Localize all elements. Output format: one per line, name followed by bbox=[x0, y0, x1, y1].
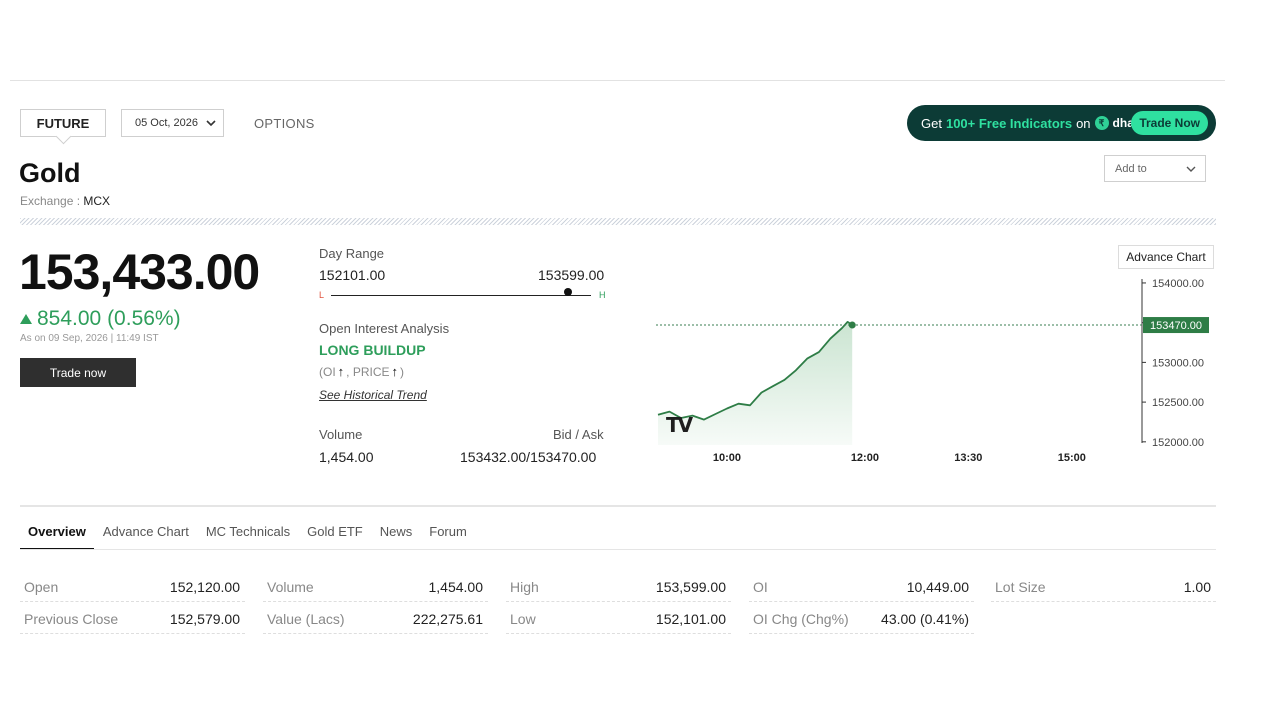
chevron-down-icon bbox=[1186, 166, 1196, 172]
day-range-high-marker: H bbox=[599, 290, 606, 300]
hatched-divider bbox=[20, 218, 1216, 225]
dhan-logo-icon: ₹ bbox=[1094, 116, 1109, 130]
up-triangle-icon bbox=[20, 314, 32, 324]
overview-value: 1.00 bbox=[1183, 579, 1211, 595]
last-price-dot bbox=[848, 321, 856, 329]
overview-label: High bbox=[510, 579, 539, 595]
tab-forum[interactable]: Forum bbox=[429, 524, 467, 539]
price-line bbox=[657, 321, 853, 421]
day-range-low-marker: L bbox=[319, 290, 325, 300]
y-tick-label: 152000.00 bbox=[1152, 437, 1204, 449]
overview-label: Open bbox=[24, 579, 59, 595]
exchange-label: Exchange : bbox=[20, 194, 81, 208]
expiry-date-select[interactable]: 05 Oct, 2026 bbox=[121, 109, 224, 137]
price-area bbox=[658, 321, 853, 445]
overview-label: Volume bbox=[267, 579, 314, 595]
volume-label: Volume bbox=[319, 427, 363, 442]
trade-now-button[interactable]: Trade now bbox=[20, 358, 136, 387]
last-price: 153,433.00 bbox=[19, 244, 260, 300]
tabs-top-divider bbox=[20, 505, 1216, 507]
x-tick-label: 13:30 bbox=[954, 452, 982, 464]
day-range-low: 152101.00 bbox=[319, 267, 386, 283]
tab-news[interactable]: News bbox=[379, 524, 413, 539]
as-of-timestamp: As on 09 Sep, 2026 | 11:49 IST bbox=[20, 333, 159, 344]
advance-chart-button[interactable]: Advance Chart bbox=[1118, 245, 1214, 269]
overview-value: 1,454.00 bbox=[428, 579, 484, 595]
overview-value: 153,599.00 bbox=[655, 579, 726, 595]
oi-detail-suffix: ) bbox=[400, 364, 405, 379]
day-range-high: 153599.00 bbox=[538, 267, 605, 283]
volume-value: 1,454.00 bbox=[319, 449, 374, 465]
last-price-tag-label: 153470.00 bbox=[1150, 320, 1202, 332]
x-tick-label: 10:00 bbox=[713, 452, 741, 464]
overview-label: Low bbox=[510, 611, 536, 627]
overview-value: 43.00 (0.41%) bbox=[881, 611, 969, 627]
x-tick-label: 15:00 bbox=[1058, 452, 1086, 464]
overview-label: OI Chg (Chg%) bbox=[753, 611, 849, 627]
arrow-up-icon: ↑ bbox=[337, 364, 345, 379]
overview-label: OI bbox=[753, 579, 768, 595]
tradingview-logo-icon: TV bbox=[666, 413, 694, 437]
y-tick-label: 153000.00 bbox=[1152, 357, 1204, 369]
overview-lot-size: Lot Size 1.00 bbox=[991, 570, 1216, 602]
price-change: 854.00 (0.56%) bbox=[20, 307, 181, 331]
overview-low: Low 152,101.00 bbox=[506, 602, 731, 634]
overview-value: 10,449.00 bbox=[906, 579, 969, 595]
chevron-down-icon bbox=[206, 120, 216, 127]
overview-value: 222,275.61 bbox=[412, 611, 483, 627]
oi-analysis-label: Open Interest Analysis bbox=[319, 321, 450, 336]
tab-mc-technicals[interactable]: MC Technicals bbox=[205, 524, 291, 539]
overview-label: Value (Lacs) bbox=[267, 611, 345, 627]
x-tick-label: 12:00 bbox=[851, 452, 879, 464]
tab-gold-etf[interactable]: Gold ETF bbox=[307, 524, 363, 539]
overview-label: Lot Size bbox=[995, 579, 1046, 595]
promo-prefix: Get bbox=[921, 115, 942, 131]
overview-high: High 153,599.00 bbox=[506, 570, 731, 602]
overview-label: Previous Close bbox=[24, 611, 119, 627]
day-range-track bbox=[331, 295, 591, 296]
overview-open: Open 152,120.00 bbox=[20, 570, 245, 602]
top-divider bbox=[10, 80, 1225, 81]
overview-value: 152,101.00 bbox=[655, 611, 726, 627]
y-tick-label: 154000.00 bbox=[1152, 278, 1204, 290]
instrument-title: Gold bbox=[19, 158, 81, 188]
bid-ask-value: 153432.00/153470.00 bbox=[460, 449, 597, 465]
day-range-label: Day Range bbox=[319, 246, 385, 261]
historical-trend-link[interactable]: See Historical Trend bbox=[319, 388, 427, 402]
promo-highlight: 100+ Free Indicators bbox=[945, 115, 1073, 131]
tab-advance-chart[interactable]: Advance Chart bbox=[102, 524, 189, 539]
oi-detail-prefix: (OI bbox=[319, 364, 336, 379]
oi-signal: LONG BUILDUP bbox=[319, 342, 426, 358]
day-range-marker bbox=[563, 288, 572, 296]
promo-banner[interactable]: Get 100+ Free Indicators on ₹ dhan Trade… bbox=[907, 105, 1216, 141]
arrow-up-icon: ↑ bbox=[391, 364, 399, 379]
price-change-value: 854.00 (0.56%) bbox=[37, 307, 181, 330]
overview-volume: Volume 1,454.00 bbox=[263, 570, 488, 602]
intraday-price-chart: 154000.00153500.00153000.00152500.001520… bbox=[656, 278, 1209, 464]
tab-future[interactable]: FUTURE bbox=[20, 109, 106, 137]
promo-trade-now-button[interactable]: Trade Now bbox=[1131, 111, 1208, 135]
y-tick-label: 152500.00 bbox=[1152, 397, 1204, 409]
oi-detail: (OI ↑ , PRICE ↑ ) bbox=[319, 364, 404, 379]
overview-value: 152,579.00 bbox=[169, 611, 240, 627]
exchange-info: Exchange : MCX bbox=[20, 194, 110, 208]
overview-oi-chg-chg: OI Chg (Chg%) 43.00 (0.41%) bbox=[749, 602, 974, 634]
overview-previous-close: Previous Close 152,579.00 bbox=[20, 602, 245, 634]
overview-value-lacs: Value (Lacs) 222,275.61 bbox=[263, 602, 488, 634]
tab-options[interactable]: OPTIONS bbox=[254, 116, 315, 131]
tabs-bottom-divider bbox=[20, 549, 1216, 550]
oi-detail-mid: , PRICE bbox=[346, 364, 390, 379]
promo-on: on bbox=[1076, 115, 1091, 131]
add-to-label: Add to bbox=[1115, 162, 1147, 175]
overview-oi: OI 10,449.00 bbox=[749, 570, 974, 602]
expiry-date-value: 05 Oct, 2026 bbox=[135, 117, 198, 129]
add-to-dropdown[interactable]: Add to bbox=[1104, 155, 1206, 182]
section-tabs: Overview Advance Chart MC Technicals Gold E… bbox=[20, 517, 476, 550]
tab-overview[interactable]: Overview bbox=[20, 517, 94, 550]
last-price-tag bbox=[1143, 317, 1209, 334]
exchange-value: MCX bbox=[83, 194, 111, 208]
bid-ask-label: Bid / Ask bbox=[553, 427, 604, 442]
overview-value: 152,120.00 bbox=[169, 579, 240, 595]
